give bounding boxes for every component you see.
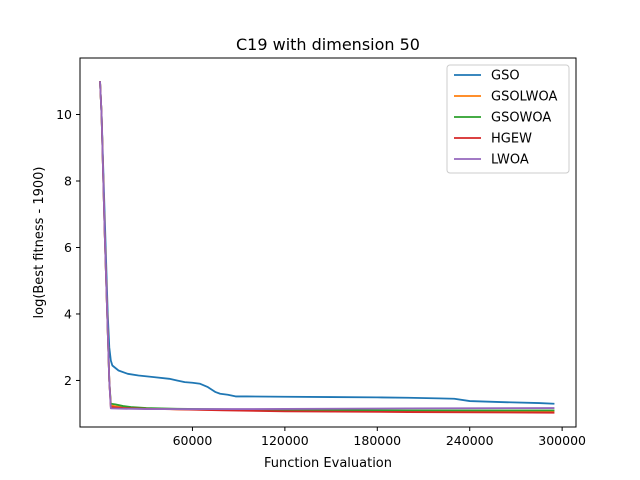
x-tick-label: 240000	[446, 433, 494, 448]
plot-area	[79, 57, 577, 428]
legend-label-gso: GSO	[491, 69, 520, 84]
y-tick-label: 2	[64, 373, 72, 388]
chart-title: C19 with dimension 50	[236, 35, 420, 54]
legend-label-gsolwoa: GSOLWOA	[491, 90, 557, 105]
axes-frame	[79, 57, 577, 428]
y-tick-label: 10	[56, 107, 72, 122]
series-layer	[99, 81, 555, 414]
legend-label-hgew: HGEW	[491, 132, 532, 147]
legend: GSO GSOLWOA GSOWOA HGEW LWOA	[446, 64, 570, 174]
y-tick-label: 4	[64, 306, 72, 321]
x-tick-label: 120000	[261, 433, 309, 448]
series-line-lwoa	[99, 81, 555, 410]
x-tick-label: 300000	[538, 433, 586, 448]
x-tick-label: 180000	[353, 433, 401, 448]
y-tick-label: 6	[64, 240, 72, 255]
x-tick-label: 60000	[173, 433, 213, 448]
series-line-gso	[99, 81, 555, 405]
legend-box	[446, 64, 570, 174]
y-axis-ticks: 2 4 6 8 10	[56, 107, 80, 388]
x-axis-ticks: 60000 120000 180000 240000 300000	[173, 427, 586, 448]
y-tick-label: 8	[64, 174, 72, 189]
y-axis-label: log(Best fitness - 1900)	[32, 167, 47, 319]
x-axis-label: Function Evaluation	[264, 456, 392, 471]
legend-label-gsowoa: GSOWOA	[491, 111, 551, 126]
legend-label-lwoa: LWOA	[491, 153, 529, 168]
